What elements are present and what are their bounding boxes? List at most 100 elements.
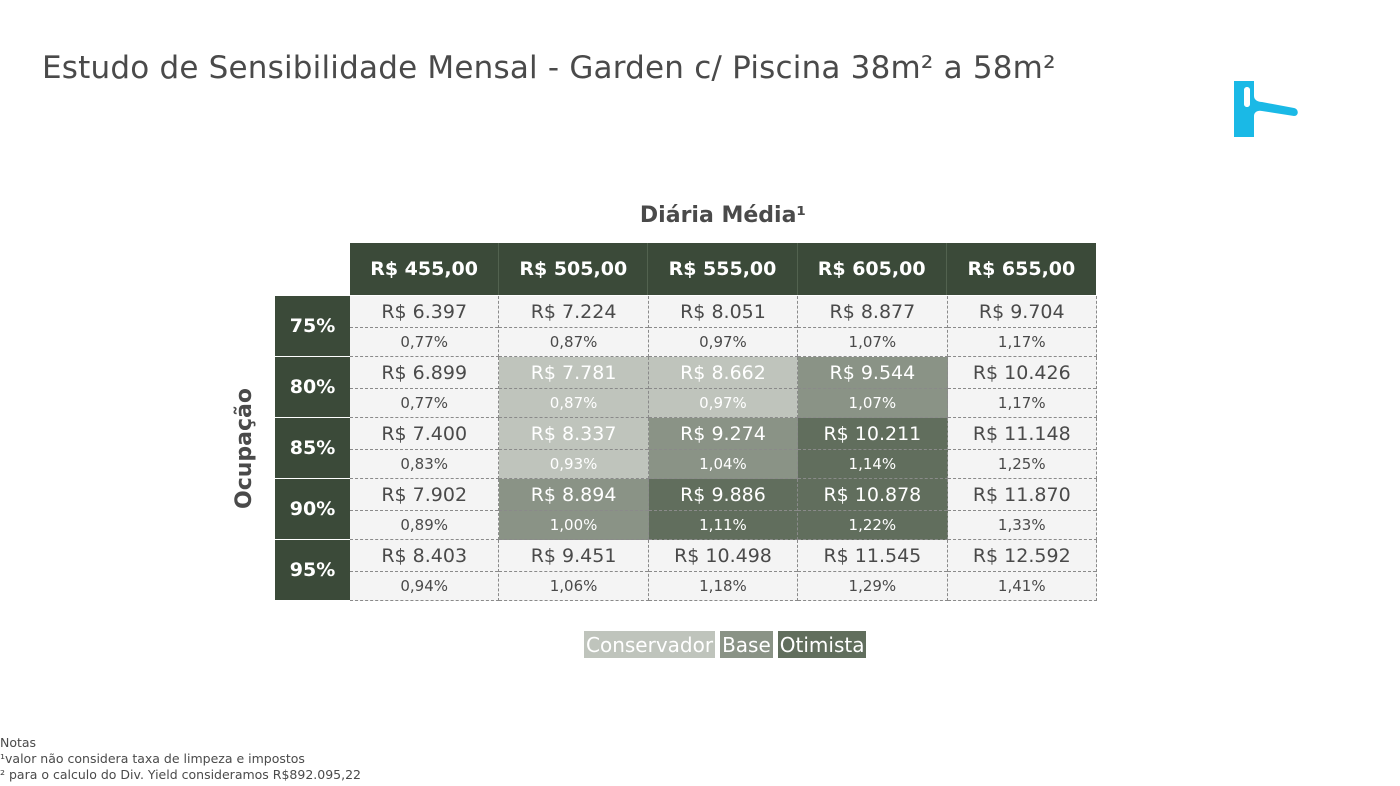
cell-yield-percent: 1,06% — [549, 577, 598, 595]
table-row: 85% R$ 7.400 0,83% R$ 8.337 0,93% R$ 9.274 1,0… — [275, 418, 1097, 479]
table-row: 80% R$ 6.899 0,77% R$ 7.781 0,87% R$ 8.662 0,9… — [275, 357, 1097, 418]
table-cell: R$ 12.592 1,41% — [947, 540, 1097, 601]
column-header: R$ 605,00 — [797, 243, 947, 295]
page-title: Estudo de Sensibilidade Mensal - Garden … — [42, 50, 1056, 86]
cell-yield-percent: 1,29% — [848, 577, 897, 595]
cell-yield-percent: 1,25% — [997, 455, 1046, 473]
note-line: ¹valor não considera taxa de limpeza e i… — [0, 751, 305, 766]
cell-monthly-value: R$ 11.148 — [947, 418, 1096, 450]
cell-monthly-value: R$ 8.877 — [798, 296, 947, 328]
cell-yield-percent: 0,77% — [400, 394, 449, 412]
cell-yield-percent: 1,11% — [699, 516, 747, 534]
table-cell: R$ 9.451 1,06% — [499, 540, 649, 601]
cell-yield-percent: 1,17% — [997, 333, 1046, 351]
cell-yield-percent: 1,00% — [549, 516, 598, 534]
cell-monthly-value: R$ 8.403 — [350, 540, 499, 572]
cell-yield-percent: 0,77% — [400, 333, 449, 351]
cell-monthly-value: R$ 10.211 — [798, 418, 947, 450]
table-cell: R$ 10.426 1,17% — [947, 357, 1097, 418]
cell-yield-percent: 0,97% — [699, 333, 747, 351]
cell-yield-percent: 0,87% — [549, 394, 598, 412]
cell-monthly-value: R$ 9.451 — [499, 540, 648, 572]
brand-logo-icon — [1234, 81, 1298, 137]
table-cell: R$ 7.224 0,87% — [499, 296, 649, 357]
cell-monthly-value: R$ 7.400 — [350, 418, 499, 450]
cell-monthly-value: R$ 8.662 — [648, 357, 798, 389]
cell-yield-percent: 1,07% — [848, 394, 897, 412]
legend-item: Conservador — [584, 631, 716, 658]
cell-monthly-value: R$ 7.902 — [350, 479, 499, 511]
row-header: 75% — [275, 296, 350, 357]
table-cell: R$ 11.148 1,25% — [947, 418, 1097, 479]
table-cell: R$ 10.878 1,22% — [798, 479, 948, 540]
cell-monthly-value: R$ 10.426 — [947, 357, 1096, 389]
cell-yield-percent: 0,83% — [400, 455, 449, 473]
cell-yield-percent: 0,87% — [549, 333, 598, 351]
row-header: 80% — [275, 357, 350, 418]
column-header: R$ 505,00 — [499, 243, 649, 295]
cell-yield-percent: 1,41% — [997, 577, 1046, 595]
table-cell: R$ 8.403 0,94% — [350, 540, 500, 601]
row-header: 90% — [275, 479, 350, 540]
table-cell: R$ 9.886 1,11% — [648, 479, 799, 540]
cell-yield-percent: 1,33% — [997, 516, 1046, 534]
sensitivity-table: 75% R$ 6.397 0,77% R$ 7.224 0,87% R$ 8.051 0,9… — [275, 296, 1097, 601]
table-cell: R$ 10.498 1,18% — [648, 540, 799, 601]
table-row: 95% R$ 8.403 0,94% R$ 9.451 1,06% R$ 10.498 1,… — [275, 540, 1097, 601]
cell-yield-percent: 1,18% — [699, 577, 747, 595]
notes-heading: Notas — [0, 735, 37, 750]
row-axis-title-wrap: Ocupação — [222, 296, 266, 601]
table-cell: R$ 11.545 1,29% — [798, 540, 948, 601]
notes-block: Notas ¹valor não considera taxa de limpe… — [0, 735, 361, 783]
row-header: 85% — [275, 418, 350, 479]
row-axis-title: Ocupação — [231, 388, 257, 509]
cell-monthly-value: R$ 11.870 — [947, 479, 1096, 511]
table-cell: R$ 10.211 1,14% — [798, 418, 948, 479]
table-cell: R$ 7.400 0,83% — [350, 418, 500, 479]
cell-yield-percent: 1,04% — [699, 455, 747, 473]
column-header: R$ 455,00 — [350, 243, 500, 295]
cell-monthly-value: R$ 12.592 — [947, 540, 1096, 572]
cell-monthly-value: R$ 8.894 — [499, 479, 648, 511]
table-cell: R$ 6.899 0,77% — [350, 357, 500, 418]
cell-monthly-value: R$ 8.337 — [499, 418, 648, 450]
cell-monthly-value: R$ 9.886 — [648, 479, 798, 511]
legend-item: Otimista — [777, 631, 867, 658]
note-line: ² para o calculo do Div. Yield considera… — [0, 767, 361, 782]
table-cell: R$ 9.544 1,07% — [798, 357, 948, 418]
table-cell: R$ 6.397 0,77% — [350, 296, 500, 357]
cell-yield-percent: 1,22% — [848, 516, 897, 534]
cell-yield-percent: 0,93% — [549, 455, 598, 473]
cell-monthly-value: R$ 7.224 — [499, 296, 648, 328]
row-header: 95% — [275, 540, 350, 601]
cell-yield-percent: 1,17% — [997, 394, 1046, 412]
scenario-legend: Conservador Base Otimista — [584, 631, 867, 658]
cell-yield-percent: 1,07% — [848, 333, 897, 351]
cell-yield-percent: 0,89% — [400, 516, 449, 534]
table-row: 90% R$ 7.902 0,89% R$ 8.894 1,00% R$ 9.886 1,1… — [275, 479, 1097, 540]
cell-monthly-value: R$ 6.899 — [350, 357, 499, 389]
table-row: 75% R$ 6.397 0,77% R$ 7.224 0,87% R$ 8.051 0,9… — [275, 296, 1097, 357]
table-cell: R$ 7.902 0,89% — [350, 479, 500, 540]
column-axis-title: Diária Média¹ — [639, 203, 807, 228]
cell-monthly-value: R$ 9.274 — [648, 418, 798, 450]
table-cell: R$ 8.337 0,93% — [499, 418, 649, 479]
table-cell: R$ 8.662 0,97% — [648, 357, 799, 418]
cell-monthly-value: R$ 6.397 — [350, 296, 499, 328]
table-cell: R$ 9.274 1,04% — [648, 418, 799, 479]
cell-monthly-value: R$ 9.704 — [947, 296, 1096, 328]
table-cell: R$ 9.704 1,17% — [947, 296, 1097, 357]
cell-yield-percent: 0,94% — [400, 577, 449, 595]
cell-monthly-value: R$ 10.878 — [798, 479, 947, 511]
cell-yield-percent: 1,14% — [848, 455, 897, 473]
cell-monthly-value: R$ 7.781 — [499, 357, 648, 389]
table-cell: R$ 8.877 1,07% — [798, 296, 948, 357]
column-header: R$ 655,00 — [946, 243, 1096, 295]
cell-monthly-value: R$ 11.545 — [798, 540, 947, 572]
cell-yield-percent: 0,97% — [699, 394, 747, 412]
legend-item: Base — [720, 631, 773, 658]
table-cell: R$ 8.894 1,00% — [499, 479, 649, 540]
table-cell: R$ 8.051 0,97% — [648, 296, 799, 357]
cell-monthly-value: R$ 10.498 — [648, 540, 798, 572]
cell-monthly-value: R$ 9.544 — [798, 357, 947, 389]
